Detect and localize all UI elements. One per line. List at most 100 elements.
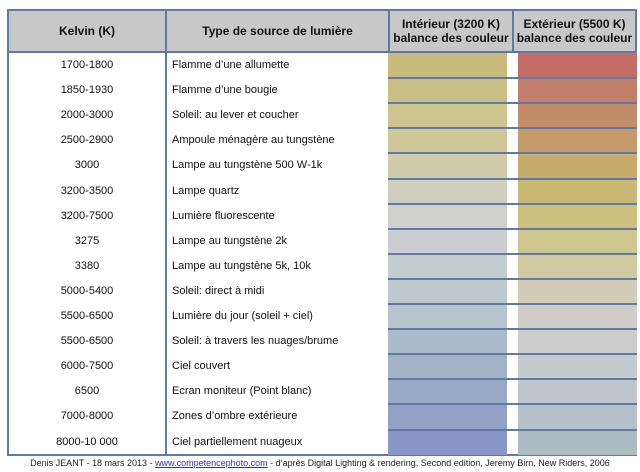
- header-kelvin: Kelvin (K): [9, 11, 165, 53]
- table-row: 6500 Ecran moniteur (Point blanc): [9, 378, 637, 405]
- interior-swatch: [388, 304, 507, 329]
- exterior-swatch: [518, 153, 637, 179]
- kelvin-cell: 3275: [74, 234, 100, 247]
- kelvin-cell: 3200-3500: [60, 184, 114, 197]
- footer-link[interactable]: www.competencephoto.com: [155, 458, 268, 468]
- table-row: 5500-6500 Soleil: à travers les nuages/br…: [9, 328, 637, 355]
- interior-swatch: [388, 128, 507, 154]
- interior-swatch: [388, 53, 507, 78]
- interior-swatch: [388, 354, 507, 380]
- kelvin-cell: 6500: [74, 385, 100, 398]
- header-interior-line2: balance des couleur: [393, 31, 509, 45]
- row-divider: [388, 277, 637, 280]
- source-cell: Flamme d’une allumette: [172, 59, 290, 71]
- column-divider: [388, 11, 390, 53]
- interior-swatch: [388, 178, 507, 204]
- exterior-swatch: [518, 53, 637, 78]
- kelvin-cell: 6000-7500: [60, 360, 114, 373]
- header-interior-label: Intérieur (3200 K) balance des couleur: [393, 17, 508, 45]
- exterior-swatch: [518, 278, 637, 304]
- row-divider: [388, 252, 637, 255]
- kelvin-cell: 3000: [74, 159, 100, 172]
- table-row: 6000-7500 Ciel couvert: [9, 353, 637, 380]
- source-cell: Lampe quartz: [172, 184, 240, 197]
- exterior-swatch: [518, 329, 637, 355]
- color-temperature-table: Kelvin (K) Type de source de lumière Int…: [7, 9, 637, 456]
- exterior-swatch: [518, 78, 637, 104]
- column-divider: [165, 11, 167, 454]
- header-exterior: Extérieur (5500 K) balance des couleur: [514, 11, 635, 53]
- source-cell: Flamme d’une bougie: [172, 84, 278, 97]
- source-cell: Ecran moniteur (Point blanc): [172, 385, 312, 398]
- kelvin-cell: 8000-10 000: [56, 435, 118, 448]
- table-row: 5500-6500 Lumière du jour (soleil + ciel): [9, 303, 637, 329]
- table-row: 5000-5400 Soleil: direct à midi: [9, 277, 637, 304]
- source-cell: Lampe au tungstène 500 W-1k: [172, 159, 323, 172]
- header-source: Type de source de lumière: [167, 11, 388, 53]
- interior-swatch: [388, 429, 507, 455]
- table-row: 2500-2900 Ampoule ménagère au tungstène: [9, 127, 637, 154]
- table-row: 3000 Lampe au tungstène 500 W-1k: [9, 152, 637, 179]
- kelvin-cell: 5500-6500: [60, 335, 114, 348]
- interior-swatch: [388, 78, 507, 104]
- source-cell: Ciel couvert: [172, 360, 231, 373]
- header-kelvin-label: Kelvin (K): [58, 24, 115, 38]
- row-divider: [388, 303, 637, 305]
- kelvin-cell: 3380: [74, 259, 100, 272]
- interior-swatch: [388, 379, 507, 405]
- row-divider: [388, 102, 637, 105]
- table-row: 3200-7500 Lumière fluorescente: [9, 202, 637, 229]
- source-cell: Lumière du jour (soleil + ciel): [172, 310, 313, 322]
- exterior-swatch: [518, 429, 637, 455]
- row-divider: [388, 428, 637, 431]
- source-cell: Ampoule ménagère au tungstène: [172, 134, 335, 147]
- interior-swatch: [388, 228, 507, 254]
- kelvin-cell: 7000-8000: [60, 410, 114, 423]
- source-cell: Soleil: direct à midi: [172, 284, 265, 297]
- kelvin-cell: 2000-3000: [60, 109, 114, 122]
- table-row: 8000-10 000 Ciel partiellement nuageux: [9, 428, 637, 455]
- table-row: 3275 Lampe au tungstène 2k: [9, 227, 637, 254]
- table-row: 2000-3000 Soleil: au lever et coucher: [9, 102, 637, 129]
- footer-text: Denis JEANT - 18 mars 2013 -: [30, 458, 156, 468]
- table-row: 1700-1800 Flamme d’une allumette: [9, 53, 637, 78]
- header-interior: Intérieur (3200 K) balance des couleur: [390, 11, 512, 53]
- footer-credit: Denis JEANT - 18 mars 2013 - www.compete…: [0, 458, 640, 468]
- interior-swatch: [388, 253, 507, 279]
- exterior-swatch: [518, 103, 637, 129]
- row-divider: [388, 127, 637, 130]
- interior-swatch: [388, 278, 507, 304]
- header-source-label: Type de source de lumière: [202, 24, 353, 38]
- exterior-swatch: [518, 304, 637, 329]
- source-cell: Lampe au tungstène 2k: [172, 234, 287, 247]
- table-row: 3200-3500 Lampe quartz: [9, 177, 637, 204]
- interior-swatch: [388, 153, 507, 179]
- source-cell: Soleil: à travers les nuages/brume: [172, 335, 339, 348]
- exterior-swatch: [518, 203, 637, 229]
- source-cell: Lampe au tungstène 5k, 10k: [172, 259, 311, 272]
- exterior-swatch: [518, 379, 637, 405]
- interior-swatch: [388, 203, 507, 229]
- table-row: 7000-8000 Zones d’ombre extérieure: [9, 403, 637, 430]
- row-divider: [388, 202, 637, 205]
- footer-source: - d’après Digital Lighting & rendering, …: [267, 458, 610, 468]
- source-cell: Ciel partiellement nuageux: [172, 435, 303, 448]
- exterior-swatch: [518, 228, 637, 254]
- interior-swatch: [388, 404, 507, 430]
- table-row: 1850-1930 Flamme d’une bougie: [9, 77, 637, 104]
- table-row: 3380 Lampe au tungstène 5k, 10k: [9, 252, 637, 279]
- source-cell: Lumière fluorescente: [172, 209, 275, 222]
- interior-swatch: [388, 103, 507, 129]
- kelvin-cell: 1850-1930: [60, 84, 114, 97]
- source-cell: Zones d’ombre extérieure: [172, 410, 298, 423]
- header-interior-line1: Intérieur (3200 K): [401, 17, 501, 31]
- exterior-swatch: [518, 253, 637, 279]
- exterior-swatch: [518, 404, 637, 430]
- kelvin-cell: 1700-1800: [60, 59, 114, 71]
- row-divider: [388, 328, 637, 331]
- exterior-swatch: [518, 128, 637, 154]
- row-divider: [388, 403, 637, 406]
- exterior-swatch: [518, 178, 637, 204]
- kelvin-cell: 5000-5400: [60, 284, 114, 297]
- row-divider: [388, 227, 637, 230]
